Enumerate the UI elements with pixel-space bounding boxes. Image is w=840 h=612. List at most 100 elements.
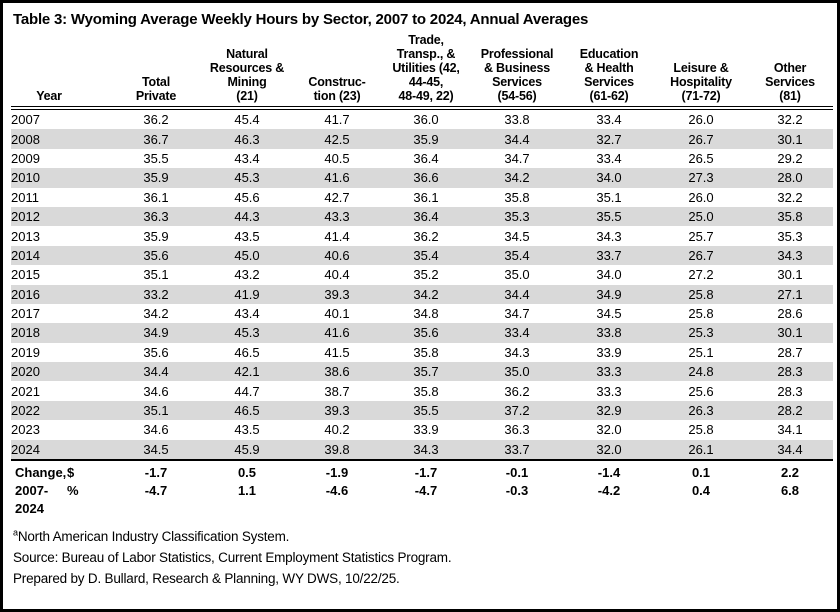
value-cell: 36.2	[504, 383, 530, 399]
value-cell: 34.7	[504, 150, 530, 166]
change-label: Change,	[15, 465, 67, 481]
data-table: Year Total Private Natural Resources & M…	[11, 33, 833, 518]
value-cell: 35.1	[143, 267, 169, 283]
year-cell: 2007	[11, 112, 40, 128]
value-cell: 35.2	[413, 267, 439, 283]
value-cell: 34.3	[596, 228, 622, 244]
value-cell: 33.4	[596, 150, 622, 166]
value-cell: 30.1	[777, 267, 803, 283]
table-row: 2021 34.6 44.7 38.7 35.8 36.2 33.3 25.6 28.3	[11, 381, 833, 400]
value-cell: 34.3	[777, 247, 803, 263]
value-cell: 32.2	[777, 189, 803, 205]
value-cell: 36.0	[413, 112, 439, 128]
value-cell: 41.6	[324, 170, 350, 186]
value-cell: 35.4	[504, 247, 530, 263]
value-cell: 36.1	[143, 189, 169, 205]
value-cell: 32.0	[596, 422, 622, 438]
value-cell: 40.1	[324, 306, 350, 322]
table-row: 2010 35.9 45.3 41.6 36.6 34.2 34.0 27.3 28.0	[11, 168, 833, 188]
value-cell: 25.0	[688, 209, 714, 225]
value-cell: 33.3	[596, 383, 622, 399]
value-cell: 34.6	[143, 422, 169, 438]
value-cell: 33.9	[596, 344, 622, 360]
year-cell: 2019	[11, 344, 40, 360]
value-cell: 39.8	[324, 441, 350, 457]
value-cell: 35.8	[504, 189, 530, 205]
value-cell: 29.2	[777, 150, 803, 166]
year-cell: 2014	[11, 247, 40, 263]
value-cell: 35.3	[504, 209, 530, 225]
value-cell: 36.2	[143, 112, 169, 128]
value-cell: 43.4	[234, 306, 260, 322]
value-cell: 35.9	[413, 131, 439, 147]
table-row: 2013 35.9 43.5 41.4 36.2 34.5 34.3 25.7 35.3	[11, 226, 833, 245]
change-value-cell: 0.5	[201, 459, 293, 483]
change-section: Change, $ -1.7 0.5 -1.9 -1.7 -0.1 -1.4 0…	[11, 459, 833, 518]
value-cell: 38.6	[324, 364, 350, 380]
value-cell: 44.7	[234, 383, 260, 399]
value-cell: 33.4	[596, 112, 622, 128]
value-cell: 34.7	[504, 306, 530, 322]
value-cell: 35.1	[143, 403, 169, 419]
value-cell: 35.4	[413, 247, 439, 263]
value-cell: 28.2	[777, 403, 803, 419]
value-cell: 45.6	[234, 189, 260, 205]
year-cell: 2024	[11, 441, 40, 457]
value-cell: 34.1	[777, 422, 803, 438]
year-cell: 2010	[11, 170, 40, 186]
value-cell: 38.7	[324, 383, 350, 399]
year-cell: 2011	[11, 189, 39, 205]
year-cell: 2015	[11, 267, 40, 283]
value-cell: 36.3	[143, 209, 169, 225]
change-label-cell: Change, $	[11, 459, 111, 483]
value-cell: 44.3	[234, 209, 260, 225]
value-cell: 35.8	[777, 209, 803, 225]
value-cell: 43.4	[234, 150, 260, 166]
table-row: 2016 33.2 41.9 39.3 34.2 34.4 34.9 25.8 27.1	[11, 284, 833, 304]
value-cell: 34.6	[143, 383, 169, 399]
value-cell: 27.2	[688, 267, 714, 283]
value-cell: 35.9	[143, 228, 169, 244]
value-cell: 33.2	[143, 286, 169, 302]
value-cell: 43.2	[234, 267, 260, 283]
table-row: 2020 34.4 42.1 38.6 35.7 35.0 33.3 24.8 28.3	[11, 362, 833, 382]
change-value-cell: -4.7	[144, 483, 168, 499]
value-cell: 42.1	[234, 364, 260, 380]
value-cell: 41.7	[324, 112, 350, 128]
value-cell: 35.1	[596, 189, 622, 205]
value-cell: 34.5	[504, 228, 530, 244]
value-cell: 36.2	[413, 228, 439, 244]
value-cell: 45.3	[234, 170, 260, 186]
table-row: 2023 34.6 43.5 40.2 33.9 36.3 32.0 25.8 34.1	[11, 420, 833, 439]
value-cell: 35.0	[504, 267, 530, 283]
value-cell: 40.5	[324, 150, 350, 166]
year-cell: 2013	[11, 228, 40, 244]
value-cell: 34.2	[413, 286, 439, 302]
value-cell: 26.0	[688, 112, 714, 128]
value-cell: 36.3	[504, 422, 530, 438]
value-cell: 25.6	[688, 383, 714, 399]
year-cell: 2017	[11, 306, 40, 322]
change-value-cell: -1.7	[111, 459, 201, 483]
value-cell: 34.4	[143, 364, 169, 380]
value-cell: 35.6	[143, 247, 169, 263]
change-percent-row: 2007- 2024 % -4.7 1.1 -4.6 -4.7 -0.3 -4.…	[11, 482, 833, 518]
value-cell: 43.5	[234, 228, 260, 244]
value-cell: 36.1	[413, 189, 439, 205]
value-cell: 45.4	[234, 112, 260, 128]
table-row: 2015 35.1 43.2 40.4 35.2 35.0 34.0 27.2 30.1	[11, 265, 833, 284]
value-cell: 34.2	[143, 306, 169, 322]
value-cell: 34.4	[504, 131, 530, 147]
value-cell: 35.6	[413, 325, 439, 341]
value-cell: 28.3	[777, 364, 803, 380]
table-body: 2007 36.2 45.4 41.7 36.0 33.8 33.4 26.0 32.2 2008…	[11, 108, 833, 461]
value-cell: 41.9	[234, 286, 260, 302]
value-cell: 42.5	[324, 131, 350, 147]
value-cell: 40.4	[324, 267, 350, 283]
change-value-cell: -1.9	[293, 459, 381, 483]
value-cell: 28.7	[777, 344, 803, 360]
value-cell: 32.9	[596, 403, 622, 419]
value-cell: 27.1	[777, 286, 803, 302]
value-cell: 26.5	[688, 150, 714, 166]
